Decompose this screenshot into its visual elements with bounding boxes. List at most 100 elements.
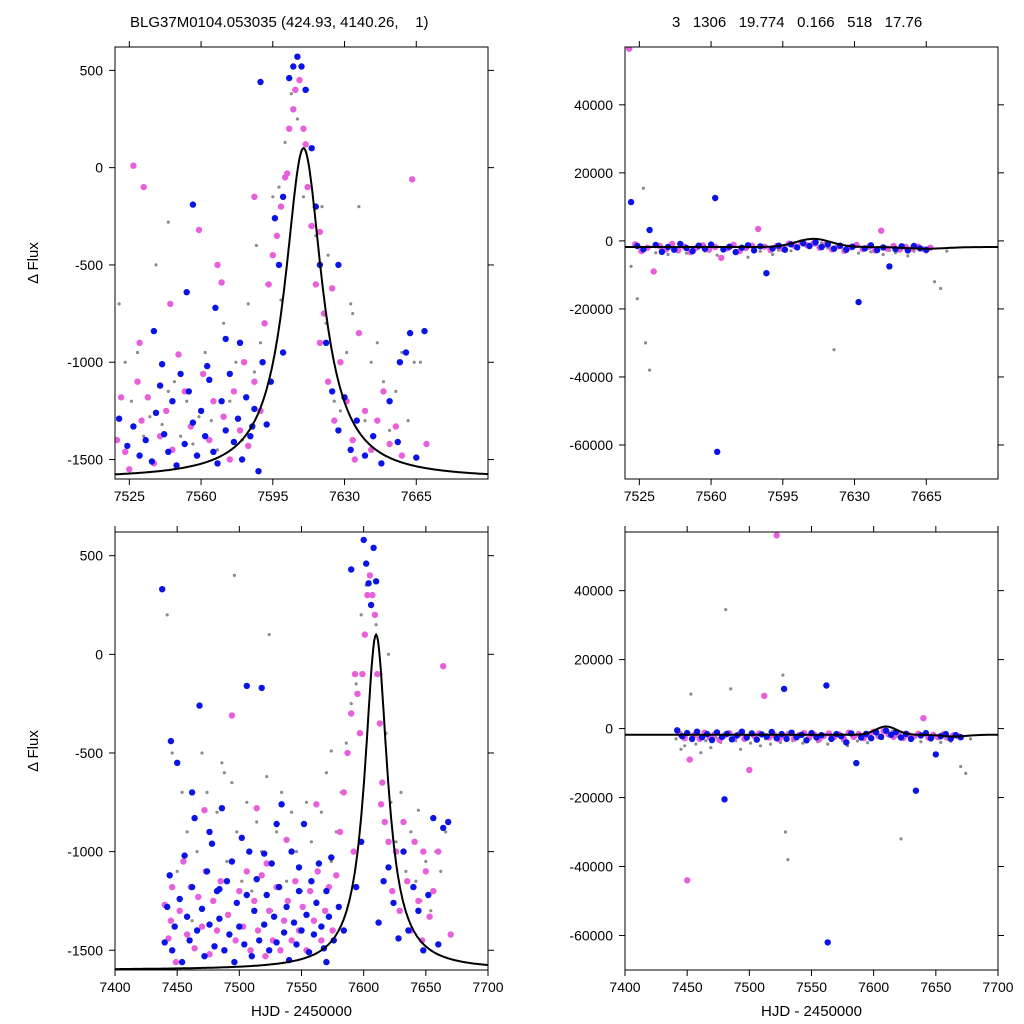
data-point-magenta: [377, 801, 385, 808]
data-point-magenta: [386, 440, 393, 448]
data-point-blue: [275, 261, 283, 269]
data-point-magenta: [400, 818, 407, 826]
data-point-blue: [721, 796, 728, 803]
data-point-gray: [771, 252, 775, 257]
data-point-magenta: [292, 878, 299, 885]
data-point-blue: [313, 899, 320, 907]
data-point-blue: [300, 820, 308, 828]
data-point-blue: [435, 941, 442, 948]
data-point-blue: [236, 923, 243, 930]
series-magenta: [115, 76, 430, 473]
data-point-gray: [123, 360, 127, 364]
data-point-magenta: [254, 927, 262, 934]
data-point-gray: [699, 751, 703, 755]
data-point-gray: [228, 399, 232, 403]
data-point-gray: [945, 249, 949, 253]
data-point-gray: [939, 286, 943, 291]
data-point-blue: [372, 578, 380, 585]
data-point-gray: [180, 790, 184, 795]
data-point-blue: [445, 818, 452, 826]
data-point-blue: [627, 198, 635, 206]
x-tick-label: 7525: [114, 488, 145, 504]
data-point-gray: [172, 380, 176, 384]
data-point-blue: [768, 728, 775, 736]
data-point-gray: [359, 613, 363, 617]
data-point-gray: [232, 573, 236, 578]
data-point-blue: [830, 245, 838, 252]
data-point-magenta: [411, 838, 418, 845]
data-point-gray: [439, 869, 443, 874]
data-point-blue: [231, 958, 238, 966]
data-point-blue: [286, 74, 293, 82]
y-tick-label: 40000: [574, 583, 613, 599]
data-point-blue: [887, 731, 895, 738]
data-point-gray: [166, 220, 170, 224]
data-point-blue: [261, 850, 268, 857]
data-point-gray: [357, 205, 361, 209]
data-point-gray: [386, 652, 391, 656]
data-point-gray: [222, 771, 226, 775]
data-point-blue: [402, 349, 410, 356]
data-point-magenta: [316, 228, 324, 236]
y-tick-label: 0: [95, 646, 103, 662]
y-tick-label: 20000: [574, 165, 613, 181]
data-point-blue: [226, 370, 233, 378]
data-point-blue: [420, 947, 427, 954]
data-point-blue: [183, 913, 191, 920]
data-point-blue: [390, 899, 397, 907]
data-point-blue: [732, 248, 739, 256]
y-tick-label: -500: [75, 745, 103, 761]
data-point-gray: [329, 749, 333, 753]
data-point-magenta: [165, 935, 172, 942]
data-point-blue: [181, 852, 188, 859]
data-point-blue: [176, 895, 183, 903]
data-point-gray: [641, 186, 646, 190]
data-point-blue: [221, 947, 228, 954]
data-point-magenta: [283, 836, 290, 843]
data-point-gray: [381, 380, 386, 384]
data-point-blue: [263, 891, 270, 899]
data-point-blue: [164, 903, 171, 911]
data-point-magenta: [265, 281, 272, 288]
data-point-blue: [234, 415, 242, 422]
data-point-gray: [758, 249, 762, 253]
data-point-magenta: [247, 947, 254, 954]
y-tick-label: 0: [605, 233, 613, 249]
data-point-magenta: [381, 818, 388, 826]
data-point-gray: [709, 746, 713, 750]
data-point-blue: [222, 427, 229, 434]
data-point-gray: [349, 302, 353, 306]
data-point-magenta: [392, 423, 399, 430]
data-point-blue: [370, 544, 377, 551]
data-point-blue: [348, 566, 355, 573]
data-point-magenta: [269, 252, 276, 259]
data-point-magenta: [195, 226, 203, 234]
data-point-gray: [783, 830, 788, 834]
x-tick-label: 7600: [858, 979, 889, 995]
model-curve: [625, 237, 998, 250]
data-point-blue: [165, 448, 172, 455]
data-point-blue: [323, 887, 330, 895]
data-point-gray: [959, 764, 963, 769]
data-point-gray: [225, 859, 229, 864]
data-point-magenta: [130, 162, 137, 169]
data-point-gray: [414, 879, 418, 883]
data-point-gray: [684, 251, 689, 255]
data-point-gray: [275, 830, 279, 834]
data-point-blue: [413, 454, 420, 461]
data-point-blue: [855, 298, 862, 306]
data-point-blue: [295, 864, 303, 871]
data-point-blue: [843, 739, 850, 746]
data-point-blue: [203, 868, 211, 875]
data-point-magenta: [175, 351, 182, 358]
data-point-blue: [212, 304, 219, 311]
y-tick-label: -20000: [569, 790, 613, 806]
data-point-magenta: [308, 222, 315, 230]
data-point-blue: [222, 335, 229, 343]
data-point-gray: [351, 312, 355, 316]
data-point-magenta: [277, 203, 285, 210]
data-point-magenta: [374, 417, 381, 424]
data-point-magenta: [920, 715, 927, 722]
data-point-blue: [273, 820, 280, 828]
data-point-magenta: [409, 176, 416, 183]
